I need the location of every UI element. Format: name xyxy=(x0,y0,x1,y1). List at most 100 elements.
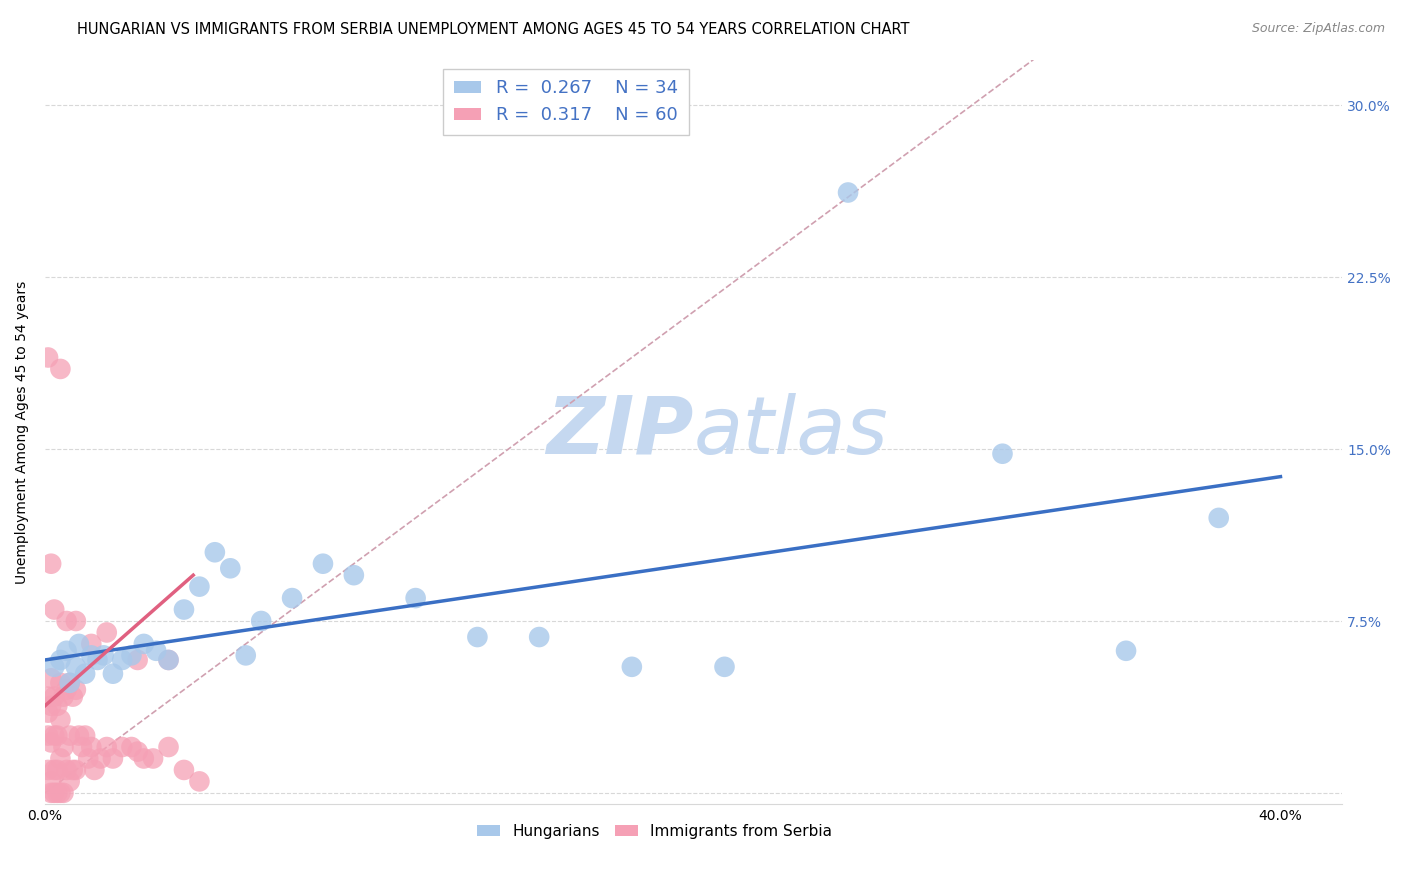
Text: ZIP: ZIP xyxy=(547,393,693,471)
Point xyxy=(49,676,72,690)
Point xyxy=(173,602,195,616)
Point xyxy=(62,690,84,704)
Point xyxy=(93,648,115,663)
Point xyxy=(188,774,211,789)
Point xyxy=(219,561,242,575)
Point xyxy=(281,591,304,605)
Point xyxy=(49,653,72,667)
Point xyxy=(44,786,66,800)
Point xyxy=(111,739,134,754)
Point xyxy=(55,682,77,697)
Point xyxy=(65,660,87,674)
Text: atlas: atlas xyxy=(693,393,889,471)
Point xyxy=(620,660,643,674)
Point xyxy=(46,729,69,743)
Point xyxy=(55,614,77,628)
Point xyxy=(173,763,195,777)
Point xyxy=(86,653,108,667)
Point xyxy=(80,739,103,754)
Point xyxy=(52,739,75,754)
Point xyxy=(127,745,149,759)
Point xyxy=(75,666,97,681)
Point xyxy=(837,186,859,200)
Point xyxy=(67,729,90,743)
Point xyxy=(250,614,273,628)
Point xyxy=(44,763,66,777)
Point xyxy=(55,644,77,658)
Point xyxy=(44,690,66,704)
Point xyxy=(75,729,97,743)
Point xyxy=(120,739,142,754)
Point xyxy=(52,786,75,800)
Point xyxy=(37,729,59,743)
Point xyxy=(96,739,118,754)
Point xyxy=(157,653,180,667)
Point xyxy=(343,568,366,582)
Point xyxy=(67,637,90,651)
Point xyxy=(77,751,100,765)
Point xyxy=(37,690,59,704)
Point xyxy=(39,698,62,713)
Point xyxy=(65,682,87,697)
Point xyxy=(90,751,112,765)
Point xyxy=(132,637,155,651)
Point xyxy=(204,545,226,559)
Point xyxy=(145,644,167,658)
Point xyxy=(46,786,69,800)
Point xyxy=(188,580,211,594)
Point xyxy=(59,676,82,690)
Point xyxy=(37,706,59,720)
Point xyxy=(142,751,165,765)
Point xyxy=(39,786,62,800)
Point xyxy=(39,557,62,571)
Point xyxy=(49,751,72,765)
Point xyxy=(132,751,155,765)
Point xyxy=(52,690,75,704)
Point xyxy=(44,729,66,743)
Point xyxy=(49,786,72,800)
Point xyxy=(96,625,118,640)
Point xyxy=(157,653,180,667)
Point xyxy=(713,660,735,674)
Text: HUNGARIAN VS IMMIGRANTS FROM SERBIA UNEMPLOYMENT AMONG AGES 45 TO 54 YEARS CORRE: HUNGARIAN VS IMMIGRANTS FROM SERBIA UNEM… xyxy=(77,22,910,37)
Point xyxy=(127,653,149,667)
Point xyxy=(111,653,134,667)
Text: Source: ZipAtlas.com: Source: ZipAtlas.com xyxy=(1251,22,1385,36)
Point xyxy=(467,630,489,644)
Point xyxy=(46,763,69,777)
Point xyxy=(49,362,72,376)
Point xyxy=(70,739,93,754)
Point xyxy=(405,591,427,605)
Point xyxy=(235,648,257,663)
Point xyxy=(59,774,82,789)
Point xyxy=(65,763,87,777)
Point xyxy=(157,739,180,754)
Point xyxy=(62,763,84,777)
Point xyxy=(101,666,124,681)
Point xyxy=(120,648,142,663)
Point xyxy=(80,637,103,651)
Point xyxy=(312,557,335,571)
Point xyxy=(39,774,62,789)
Point xyxy=(37,763,59,777)
Point xyxy=(527,630,550,644)
Point xyxy=(1208,511,1230,525)
Point xyxy=(46,698,69,713)
Point xyxy=(80,648,103,663)
Point xyxy=(83,763,105,777)
Point xyxy=(101,751,124,765)
Point xyxy=(39,671,62,685)
Y-axis label: Unemployment Among Ages 45 to 54 years: Unemployment Among Ages 45 to 54 years xyxy=(15,280,30,583)
Point xyxy=(44,660,66,674)
Point xyxy=(65,614,87,628)
Point xyxy=(1115,644,1137,658)
Legend: Hungarians, Immigrants from Serbia: Hungarians, Immigrants from Serbia xyxy=(471,818,838,845)
Point xyxy=(44,602,66,616)
Point xyxy=(39,735,62,749)
Point xyxy=(37,351,59,365)
Point xyxy=(59,676,82,690)
Point xyxy=(49,713,72,727)
Point xyxy=(991,447,1014,461)
Point xyxy=(55,763,77,777)
Point xyxy=(59,729,82,743)
